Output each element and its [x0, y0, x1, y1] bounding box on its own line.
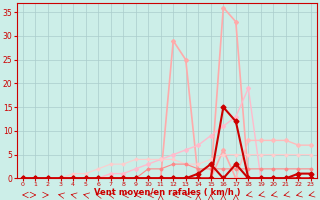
X-axis label: Vent moyen/en rafales ( km/h ): Vent moyen/en rafales ( km/h ) — [94, 188, 240, 197]
